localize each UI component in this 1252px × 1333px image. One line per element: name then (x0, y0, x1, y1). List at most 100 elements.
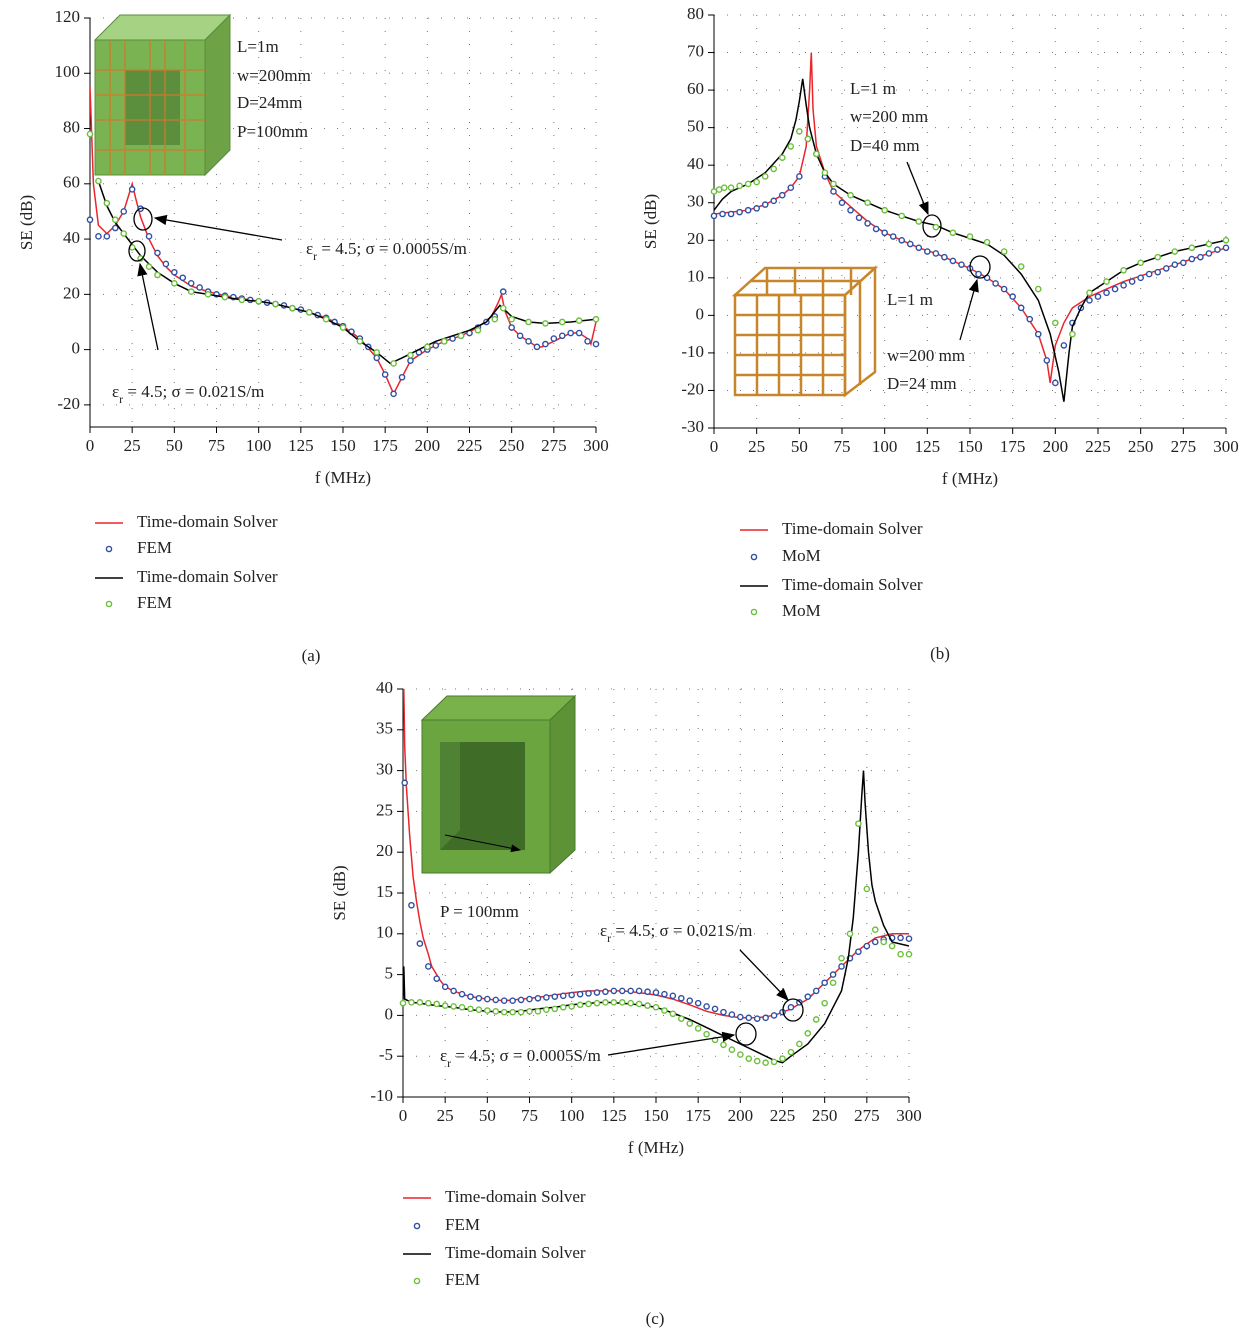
series-marker (408, 358, 413, 363)
series-marker (746, 181, 751, 186)
series-marker (324, 317, 329, 322)
series-marker (1036, 286, 1041, 291)
annotation: εr = 4.5; σ = 0.0005S/m (306, 239, 467, 263)
x-tick-label: 275 (854, 1106, 880, 1125)
x-tick-label: 50 (791, 437, 808, 456)
annotation-symbol: ε (306, 239, 313, 258)
series-marker (459, 1005, 464, 1010)
series-marker (1121, 268, 1126, 273)
series-marker (881, 939, 886, 944)
series-marker (662, 992, 667, 997)
series-marker (256, 299, 261, 304)
series-marker (400, 1001, 405, 1006)
series-marker (738, 1014, 743, 1019)
series-marker (780, 155, 785, 160)
series-marker (950, 258, 955, 263)
series-marker (518, 997, 523, 1002)
x-tick-label: 125 (601, 1106, 627, 1125)
legend-label: FEM (137, 593, 172, 612)
y-tick-label: -20 (681, 379, 704, 398)
series-marker (544, 995, 549, 1000)
series-marker (746, 208, 751, 213)
y-tick-label: 60 (63, 173, 80, 192)
annotation: εr = 4.5; σ = 0.021S/m (600, 921, 752, 945)
series-marker (1172, 249, 1177, 254)
series-marker (1104, 290, 1109, 295)
series-marker (711, 189, 716, 194)
series-marker (831, 980, 836, 985)
legend-label: Time-domain Solver (445, 1187, 586, 1206)
series-marker (87, 131, 92, 136)
series-marker (493, 997, 498, 1002)
series-marker (594, 990, 599, 995)
series-marker (771, 1013, 776, 1018)
y-tick-label: 30 (376, 760, 393, 779)
x-tick-label: 175 (685, 1106, 711, 1125)
series-marker (443, 984, 448, 989)
series-marker (1189, 256, 1194, 261)
inset-label: L=1 m (850, 79, 896, 98)
series-marker (906, 952, 911, 957)
panel-label: (a) (302, 646, 321, 665)
series-marker (898, 935, 903, 940)
series-marker (976, 271, 981, 276)
series-marker (1198, 255, 1203, 260)
series-marker (1112, 286, 1117, 291)
series-marker (458, 333, 463, 338)
series-marker (87, 217, 92, 222)
series-marker (771, 166, 776, 171)
y-tick-label: -10 (370, 1086, 393, 1105)
y-tick-label: 60 (687, 79, 704, 98)
series-marker (189, 289, 194, 294)
series-marker (831, 189, 836, 194)
series-marker (492, 317, 497, 322)
x-tick-label: 250 (812, 1106, 838, 1125)
series-marker (696, 1026, 701, 1031)
annotation-text: = 4.5; σ = 0.021S/m (611, 921, 752, 940)
series-marker (426, 964, 431, 969)
series-marker (916, 245, 921, 250)
legend-marker (414, 1278, 419, 1283)
y-tick-label: 10 (687, 267, 704, 286)
series-marker (763, 1015, 768, 1020)
y-tick-label: 80 (687, 4, 704, 23)
series-marker (1036, 332, 1041, 337)
series-marker (1172, 262, 1177, 267)
series-marker (738, 1052, 743, 1057)
series-marker (831, 181, 836, 186)
y-tick-label: 20 (687, 229, 704, 248)
series-marker (763, 174, 768, 179)
series-marker (805, 994, 810, 999)
x-axis-label: f (MHz) (942, 469, 998, 488)
series-marker (551, 336, 556, 341)
series-marker (670, 993, 675, 998)
legend-marker (414, 1223, 419, 1228)
series-marker (434, 1001, 439, 1006)
series-marker (391, 361, 396, 366)
series-marker (916, 219, 921, 224)
series-marker (814, 1017, 819, 1022)
series-marker (408, 353, 413, 358)
series-marker (755, 1016, 760, 1021)
x-axis-label: f (MHz) (315, 468, 371, 487)
series-marker (163, 261, 168, 266)
x-tick-label: 300 (583, 436, 609, 455)
x-tick-label: 200 (415, 436, 441, 455)
series-marker (1087, 298, 1092, 303)
x-tick-label: 0 (710, 437, 719, 456)
series-marker (890, 943, 895, 948)
series-marker (1121, 283, 1126, 288)
x-tick-label: 100 (246, 436, 272, 455)
series-marker (1189, 245, 1194, 250)
series-marker (560, 319, 565, 324)
annotation-symbol: ε (112, 382, 119, 401)
series-marker (543, 341, 548, 346)
series-marker (865, 221, 870, 226)
series-marker (788, 1050, 793, 1055)
series-marker (502, 1010, 507, 1015)
y-axis-label: SE (dB) (641, 194, 660, 249)
series-marker (805, 136, 810, 141)
series-marker (468, 994, 473, 999)
y-tick-label: -30 (681, 417, 704, 436)
series-marker (534, 344, 539, 349)
